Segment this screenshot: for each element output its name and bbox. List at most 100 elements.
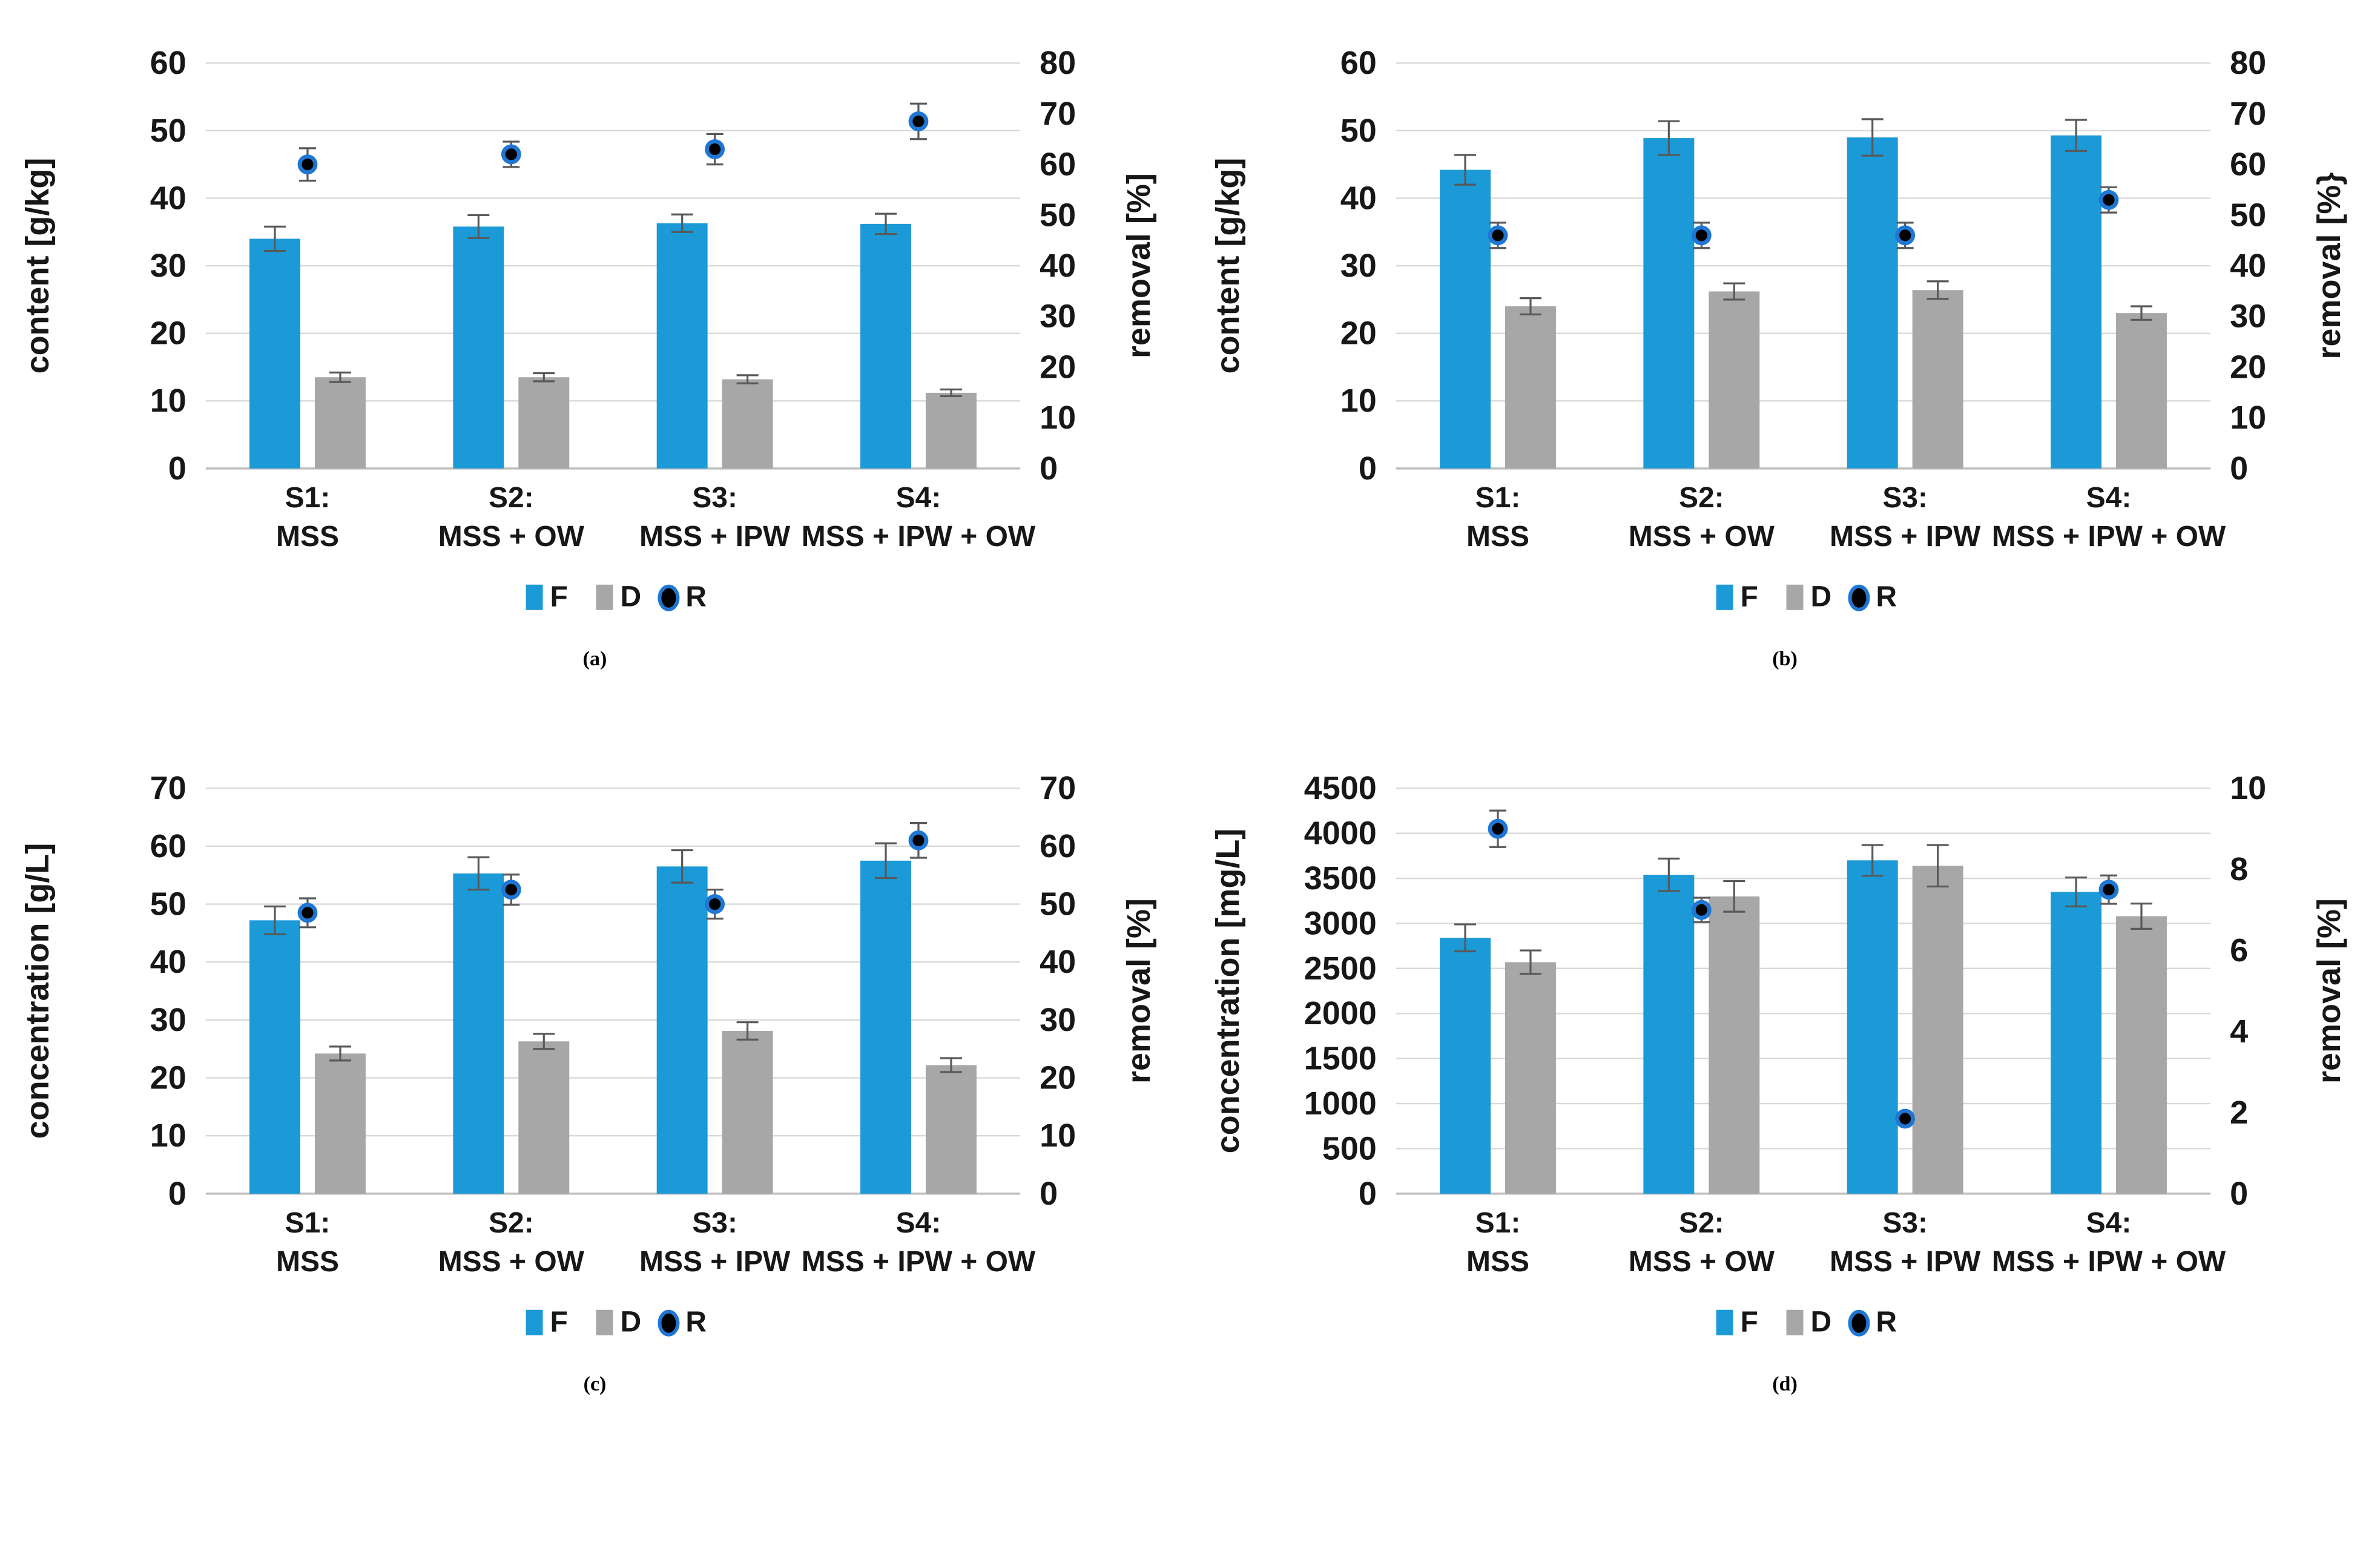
- dot-R-2: [1691, 900, 1712, 920]
- legend-label-D: D: [1810, 581, 1831, 613]
- bar-F-4: [2050, 135, 2101, 469]
- right-axis-tick-label: 50: [2230, 197, 2266, 233]
- dot-R-2: [501, 144, 521, 165]
- right-axis-tick-label: 0: [1040, 450, 1058, 487]
- left-axis-tick-label: 3000: [1304, 905, 1376, 941]
- bar-F-1: [249, 239, 300, 469]
- right-axis-tick-label: 60: [2230, 146, 2266, 183]
- bar-F-2: [453, 226, 504, 469]
- bar-D-3: [1912, 290, 1963, 469]
- right-axis-tick-label: 40: [2230, 248, 2266, 284]
- category-label-3: S3: MSS + IPW: [639, 482, 791, 553]
- right-axis-tick-label: 30: [1040, 298, 1076, 335]
- left-axis-tick-label: 3500: [1304, 860, 1376, 897]
- category-label-4: S4: MSS + IPW + OW: [1991, 482, 2226, 553]
- legend-swatch-D-icon: [596, 1309, 613, 1335]
- right-axis-tick-label: 50: [1040, 886, 1076, 923]
- bar-F-3: [656, 223, 708, 469]
- left-axis-tick-label: 10: [150, 383, 186, 419]
- right-axis-tick-label: 30: [1040, 1002, 1076, 1038]
- legend-label-R: R: [1876, 1306, 1897, 1338]
- left-axis-tick-label: 2000: [1304, 995, 1376, 1032]
- left-axis-tick-label: 30: [1340, 248, 1376, 284]
- legend-label-R: R: [685, 581, 707, 613]
- caption-d: (d): [1772, 1373, 1798, 1395]
- dot-R-3: [1894, 225, 1915, 246]
- right-axis-tick-label: 10: [2230, 770, 2266, 806]
- category-label-4: S4: MSS + IPW + OW: [1991, 1207, 2226, 1278]
- bar-F-3: [1847, 860, 1898, 1194]
- dot-R-3: [1894, 1108, 1915, 1129]
- left-axis-tick-label: 50: [1340, 113, 1376, 149]
- left-axis-title: concentration [mg/L]: [1209, 829, 1245, 1154]
- bar-F-2: [1643, 875, 1694, 1194]
- category-label-1: S1: MSS: [276, 482, 339, 553]
- left-axis-tick-label: 20: [1340, 315, 1376, 352]
- legend-marker-R-icon: [1847, 584, 1870, 611]
- right-axis-tick-label: 70: [1040, 96, 1076, 132]
- chart-d: 0 500 1000 1500 2000 2500 3000 3500 4000 4500 0 2 4 6…: [1209, 770, 2347, 1338]
- left-axis-tick-label: 0: [168, 450, 186, 487]
- category-label-2: S2: MSS + OW: [438, 482, 585, 553]
- dot-R-3: [705, 139, 725, 159]
- legend-swatch-D-icon: [1785, 584, 1803, 610]
- left-axis-tick-label: 4500: [1304, 770, 1376, 806]
- panel-b: 0 10 20 30 40 50 60 0 10 20 30 40 50 60 70 80 content [g…: [1190, 8, 2380, 734]
- caption-b: (b): [1772, 648, 1798, 670]
- right-axis-title: removal [%]: [2311, 898, 2347, 1084]
- bar-F-3: [656, 866, 708, 1194]
- left-axis-tick-label: 10: [150, 1117, 186, 1154]
- bar-F-4: [860, 223, 911, 469]
- left-axis-tick-label: 40: [150, 944, 186, 980]
- left-axis-tick-label: 50: [150, 113, 186, 149]
- bar-D-2: [1708, 291, 1759, 469]
- right-axis-tick-label: 20: [2230, 349, 2266, 385]
- bar-D-4: [2115, 916, 2167, 1194]
- category-label-1: S1: MSS: [1466, 1207, 1529, 1278]
- left-axis-tick-label: 60: [150, 828, 186, 864]
- left-axis-title: content [g/kg]: [19, 158, 56, 374]
- dot-R-2: [1691, 225, 1712, 246]
- left-axis-tick-label: 60: [150, 45, 186, 81]
- right-axis-tick-label: 80: [2230, 45, 2266, 81]
- bar-D-1: [1505, 962, 1556, 1194]
- right-axis-title: removal [%]: [1121, 173, 1157, 358]
- chart-c: 0 10 20 30 40 50 60 70 0 10 20 30 40 50 60 70 concentrat…: [19, 770, 1157, 1338]
- caption-a: (a): [582, 648, 607, 670]
- category-label-2: S2: MSS + OW: [1628, 1207, 1775, 1278]
- dot-R-4: [908, 830, 929, 851]
- panel-c: 0 10 20 30 40 50 60 70 0 10 20 30 40 50 60 70 concentrat…: [0, 734, 1190, 1459]
- legend-marker-R-icon: [658, 1309, 680, 1337]
- category-label-3: S3: MSS + IPW: [639, 1207, 791, 1278]
- bar-D-3: [722, 1031, 773, 1194]
- right-axis-tick-label: 20: [1040, 1060, 1076, 1096]
- bar-F-1: [249, 920, 300, 1194]
- left-axis-tick-label: 1500: [1304, 1041, 1376, 1077]
- legend-swatch-F-icon: [526, 584, 543, 610]
- bar-F-2: [453, 873, 504, 1194]
- bar-F-3: [1847, 137, 1898, 469]
- left-axis-tick-label: 0: [1358, 450, 1376, 487]
- left-axis-tick-label: 10: [1340, 383, 1376, 419]
- left-axis-title: concentration [g/L]: [19, 843, 56, 1139]
- bar-F-2: [1643, 138, 1694, 469]
- legend-swatch-F-icon: [526, 1309, 543, 1335]
- right-axis-title: removal [%]: [1121, 898, 1157, 1084]
- dot-R-3: [705, 894, 725, 914]
- legend-label-D: D: [1810, 1306, 1831, 1338]
- bar-D-4: [925, 392, 977, 469]
- figure-grid: 0 10 20 30 40 50 60 0 10 20 30 40 50 60 70 80 content [g…: [0, 8, 2380, 1459]
- legend-marker-R-icon: [1847, 1309, 1870, 1337]
- left-axis-tick-label: 0: [1358, 1176, 1376, 1212]
- left-axis-tick-label: 0: [168, 1176, 186, 1212]
- legend-label-R: R: [685, 1306, 707, 1338]
- dot-R-4: [2098, 189, 2118, 210]
- right-axis-tick-label: 40: [1040, 248, 1076, 284]
- bar-D-3: [722, 379, 773, 469]
- left-axis-tick-label: 60: [1340, 45, 1376, 81]
- left-axis-tick-label: 1000: [1304, 1085, 1376, 1122]
